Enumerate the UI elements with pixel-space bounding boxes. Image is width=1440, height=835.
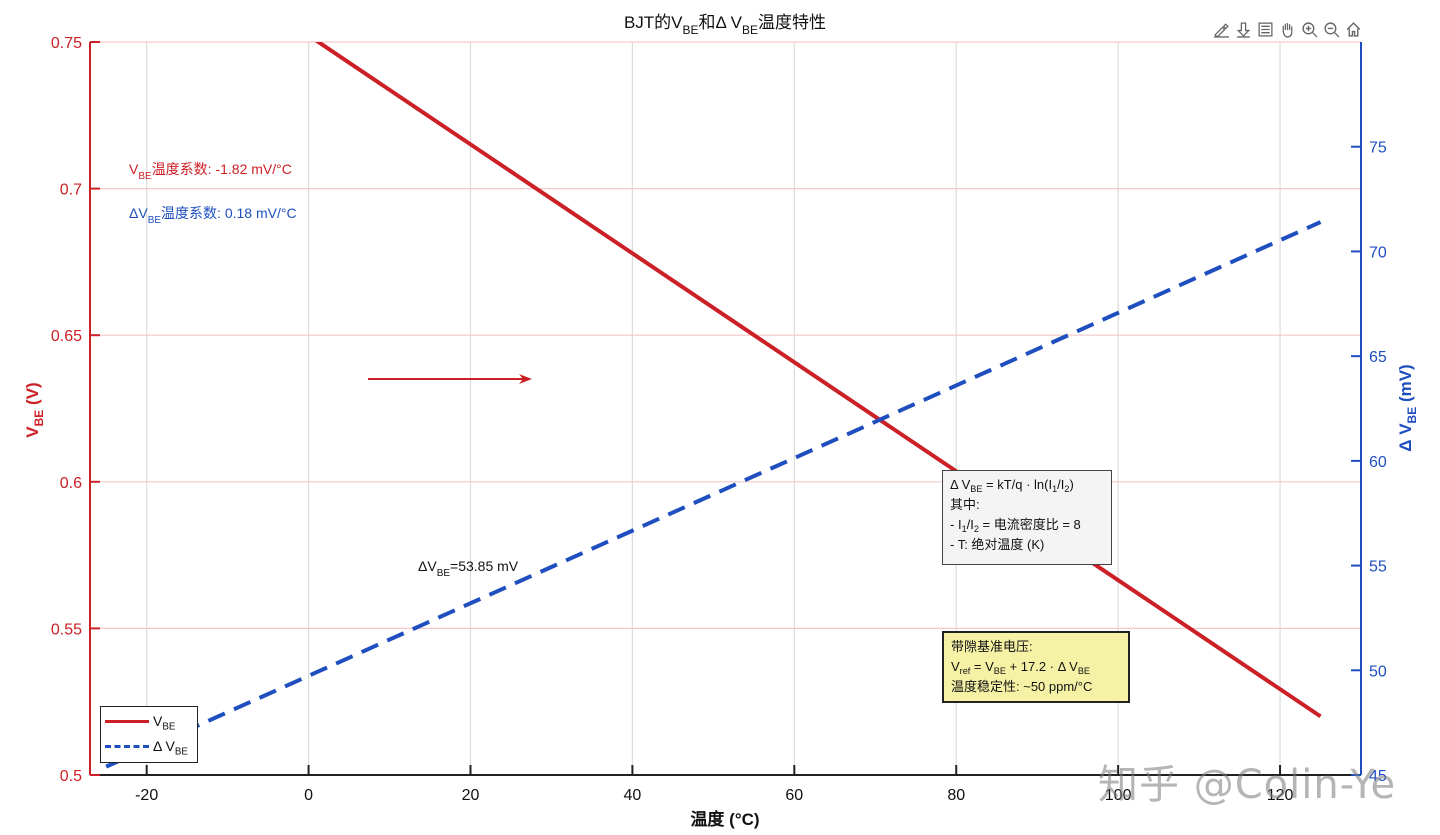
brush-icon[interactable] <box>1212 20 1231 39</box>
legend-item-vbe: VBE <box>105 713 176 733</box>
y-right-tick-label: 45 <box>1369 768 1387 785</box>
series-line-dvbe <box>105 220 1322 769</box>
y-right-axis-label: Δ VBE (mV) <box>1396 364 1419 451</box>
dvbe-coefficient-annotation: ΔVBE温度系数: 0.18 mV/°C <box>129 205 297 226</box>
x-tick-label: 0 <box>304 787 313 804</box>
x-tick-label: 120 <box>1267 787 1294 804</box>
y-left-tick-label: 0.75 <box>51 35 82 52</box>
title-sub1: BE <box>683 23 699 37</box>
series-clip-1 <box>105 220 1322 769</box>
watermark: 知乎 @Colin-Ye <box>1098 762 1397 808</box>
series-clip-0 <box>314 42 1322 719</box>
dvbe-value-annotation: ΔVBE=53.85 mV <box>418 558 519 579</box>
bandgap-stability: 温度稳定性: ~50 ppm/°C <box>951 679 1093 694</box>
y-left-tick-label: 0.65 <box>51 328 82 345</box>
title-mid: 和Δ V <box>699 13 743 32</box>
y-left-label-main: V <box>23 426 42 438</box>
formula-info-box: Δ VBE = kT/q · ln(I1/I2) 其中: - I1/I2 = 电… <box>942 470 1112 565</box>
legend-icon[interactable] <box>1256 20 1275 39</box>
x-tick-label: 60 <box>785 787 803 804</box>
formula-temp-line: - T: 绝对温度 (K) <box>950 537 1045 552</box>
vbe-coef-rest: 温度系数: -1.82 mV/°C <box>152 161 292 177</box>
dvbe-value-rest: =53.85 mV <box>450 558 519 574</box>
x-tick-label: 20 <box>462 787 480 804</box>
x-tick-label: -20 <box>135 787 158 804</box>
series-group <box>105 42 1322 769</box>
vbe-coef-main: V <box>129 161 139 177</box>
vbe-coef-sub: BE <box>138 171 152 182</box>
tick-labels: -20 0 20 40 60 80 100 120 0.5 0.55 0.6 0.65 0.7 0.75 4… <box>51 35 1387 804</box>
y-right-label-post: (mV) <box>1396 364 1415 407</box>
home-icon[interactable] <box>1344 20 1363 39</box>
y-right-tick-label: 70 <box>1369 244 1387 261</box>
axes-toolbar <box>1212 20 1363 39</box>
legend-label-dvbe: Δ VBE <box>153 738 188 758</box>
y-left-tick-label: 0.55 <box>51 621 82 638</box>
y-left-label-sub: BE <box>32 410 46 427</box>
legend-swatch-dvbe <box>105 744 149 748</box>
bandgap-info-box: 带隙基准电压: Vref = VBE + 17.2 · Δ VBE 温度稳定性:… <box>942 631 1130 703</box>
legend-swatch-vbe <box>105 719 149 723</box>
dvbe-coef-main: ΔV <box>129 205 148 221</box>
datatip-icon[interactable] <box>1234 20 1253 39</box>
y-right-tick-label: 55 <box>1369 559 1387 576</box>
x-axis-label: 温度 (°C) <box>690 809 759 829</box>
y-left-tick-label: 0.7 <box>60 182 82 199</box>
y-right-tick-label: 50 <box>1369 663 1387 680</box>
title-post: 温度特性 <box>758 13 826 32</box>
y-right-tick-label: 60 <box>1369 454 1387 471</box>
bandgap-title: 带隙基准电压: <box>951 639 1033 654</box>
formula-line: Δ VBE = kT/q · ln(I1/I2) <box>950 477 1074 495</box>
legend-item-dvbe: Δ VBE <box>105 738 188 758</box>
y-right-label-sub: BE <box>1405 407 1419 424</box>
pan-icon[interactable] <box>1278 20 1297 39</box>
y-left-tick-label: 0.6 <box>60 475 82 492</box>
y-right-tick-label: 75 <box>1369 140 1387 157</box>
dvbe-value-main: ΔV <box>418 558 437 574</box>
legend[interactable]: VBE Δ VBE <box>100 706 198 763</box>
axes <box>89 42 1362 776</box>
x-tick-label: 80 <box>947 787 965 804</box>
title-sub2: BE <box>742 23 758 37</box>
bandgap-formula: Vref = VBE + 17.2 · Δ VBE <box>951 659 1090 677</box>
series-line-vbe <box>314 42 1322 719</box>
y-right-tick-label: 65 <box>1369 349 1387 366</box>
zoom-out-icon[interactable] <box>1322 20 1341 39</box>
zoom-in-icon[interactable] <box>1300 20 1319 39</box>
dvbe-coef-rest: 温度系数: 0.18 mV/°C <box>161 205 297 221</box>
y-left-label-post: (V) <box>23 382 42 409</box>
title-pre: BJT的V <box>624 13 683 32</box>
formula-where-line: 其中: <box>950 497 980 512</box>
y-left-axis-label: VBE (V) <box>23 382 46 437</box>
y-left-tick-label: 0.5 <box>60 768 82 785</box>
vbe-coefficient-annotation: VBE温度系数: -1.82 mV/°C <box>129 161 292 182</box>
dvbe-value-sub: BE <box>437 568 451 579</box>
legend-label-vbe: VBE <box>153 713 176 733</box>
formula-ratio-line: - I1/I2 = 电流密度比 = 8 <box>950 517 1081 535</box>
dvbe-coef-sub: BE <box>148 215 162 226</box>
x-tick-label: 100 <box>1105 787 1132 804</box>
grid <box>90 41 1361 776</box>
y-right-label-main: Δ V <box>1396 423 1415 452</box>
x-tick-label: 40 <box>624 787 642 804</box>
chart-title: BJT的VBE和Δ VBE温度特性 <box>624 13 826 37</box>
annotation-arrowhead <box>519 374 532 384</box>
